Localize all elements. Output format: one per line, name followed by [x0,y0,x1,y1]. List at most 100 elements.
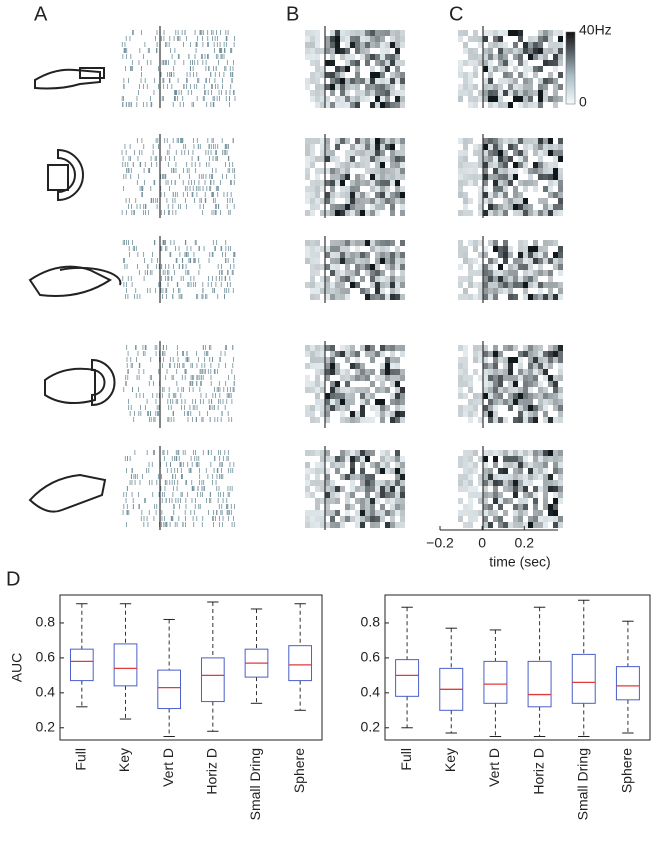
heat-cell [335,168,340,174]
heat-cell [543,456,548,462]
heat-cell [345,381,350,387]
heat-cell [468,450,473,456]
heat-cell [395,276,400,282]
heat-cell [523,492,528,498]
heat-cell [518,204,523,210]
heat-cell [355,486,360,492]
heat-cell [370,474,375,480]
heat-cell [528,450,533,456]
heat-cell [553,48,558,54]
heat-cell [365,180,370,186]
heat-cell [305,282,310,288]
heat-cell [390,36,395,42]
heat-cell [365,294,370,300]
heat-cell [350,192,355,198]
heat-cell [518,468,523,474]
heat-cell [375,486,380,492]
heat-cell [553,174,558,180]
heat-cell [355,375,360,381]
heat-cell [558,450,563,456]
heat-cell [385,186,390,192]
heat-cell [528,90,533,96]
heat-cell [365,78,370,84]
x-tick-label: Small Dring [247,748,263,820]
heat-cell [458,498,463,504]
heat-cell [518,276,523,282]
heat-cell [523,270,528,276]
heat-cell [375,30,380,36]
heat-cell [390,258,395,264]
heat-cell [533,411,538,417]
heat-cell [320,156,325,162]
heat-cell [385,282,390,288]
heat-cell [390,288,395,294]
heat-cell [365,84,370,90]
heat-cell [320,264,325,270]
heat-cell [390,345,395,351]
heat-cell [335,486,340,492]
heat-cell [518,150,523,156]
heat-cell [493,486,498,492]
heat-cell [483,60,488,66]
heat-cell [498,66,503,72]
heat-cell [320,282,325,288]
heat-cell [330,252,335,258]
heat-cell [508,363,513,369]
heat-cell [375,387,380,393]
heat-cell [503,186,508,192]
heat-cell [498,144,503,150]
heat-cell [365,369,370,375]
heat-cell [518,240,523,246]
heat-cell [513,462,518,468]
heat-cell [370,270,375,276]
heat-cell [468,240,473,246]
heat-cell [468,54,473,60]
x-tick-label: Vert D [160,748,176,787]
heat-cell [473,246,478,252]
heat-cell [473,54,478,60]
heat-cell [538,282,543,288]
heat-cell [558,192,563,198]
heat-cell [478,417,483,423]
heat-cell [350,162,355,168]
heat-cell [400,210,405,216]
heat-cell [493,363,498,369]
heat-cell [493,450,498,456]
heat-cell [543,405,548,411]
heat-cell [478,198,483,204]
heat-cell [483,180,488,186]
heat-cell [400,102,405,108]
heat-cell [558,186,563,192]
heat-cell [463,150,468,156]
heat-cell [493,192,498,198]
heat-cell [558,210,563,216]
heat-cell [370,156,375,162]
heat-cell [483,78,488,84]
heat-cell [478,357,483,363]
heat-cell [395,54,400,60]
heat-cell [345,150,350,156]
heat-cell [493,381,498,387]
heat-cell [528,258,533,264]
heat-cell [503,30,508,36]
heat-cell [473,84,478,90]
heat-cell [355,144,360,150]
heat-cell [395,78,400,84]
heat-cell [345,405,350,411]
heat-cell [548,180,553,186]
heat-cell [380,351,385,357]
heat-cell [380,204,385,210]
heat-cell [360,387,365,393]
heat-cell [395,288,400,294]
heat-cell [345,498,350,504]
heat-cell [305,54,310,60]
box [527,660,552,708]
heat-cell [345,174,350,180]
heat-cell [523,210,528,216]
heat-cell [478,399,483,405]
heat-cell [488,102,493,108]
heat-cell [488,282,493,288]
y-tick-label: 0.2 [36,718,56,734]
heat-cell [523,78,528,84]
heat-cell [305,174,310,180]
